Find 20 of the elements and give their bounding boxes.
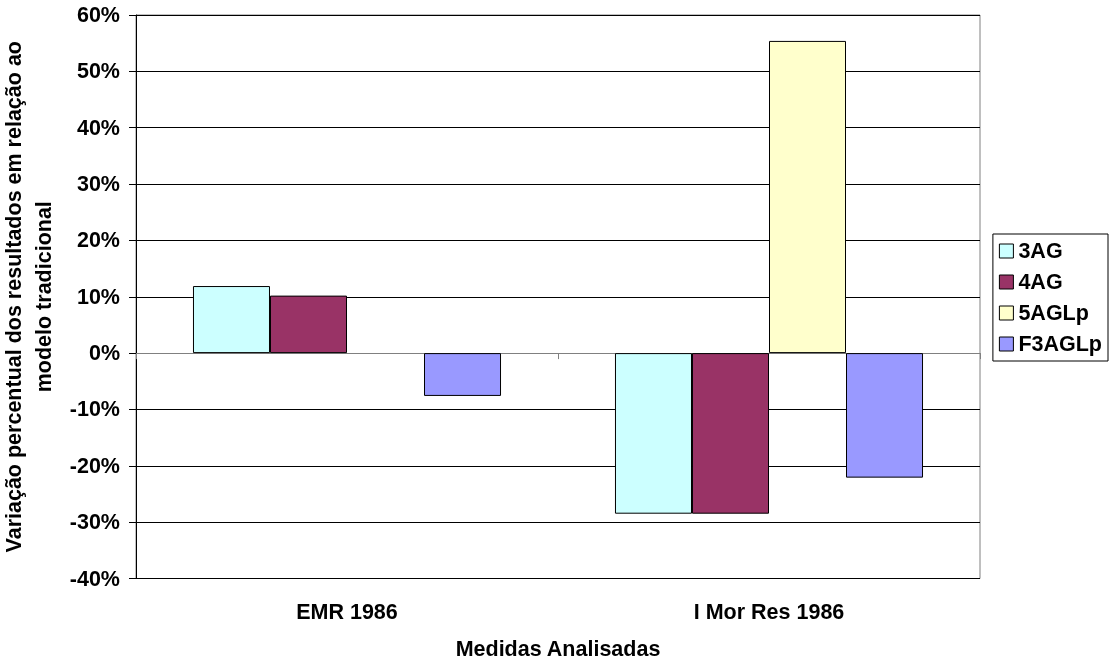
y-tick-label: -40% bbox=[69, 566, 120, 591]
y-axis-title: Variação percentual dos resultados em relação ao modelo tradicional bbox=[1, 41, 56, 553]
y-tick-label: 40% bbox=[76, 115, 120, 140]
y-tick-label: 60% bbox=[76, 3, 120, 27]
x-tick-label: EMR 1986 bbox=[296, 599, 398, 624]
legend-label: 4AG bbox=[1018, 270, 1063, 294]
y-tick-label: 30% bbox=[76, 172, 120, 197]
y-tick-label: 20% bbox=[76, 228, 120, 253]
bar bbox=[424, 353, 502, 396]
legend-label: F3AGLp bbox=[1018, 332, 1102, 356]
y-tick-label: 50% bbox=[76, 59, 120, 84]
y-tick-label: 0% bbox=[88, 341, 120, 366]
legend-label: 3AG bbox=[1018, 239, 1063, 263]
x-axis-title: Medidas Analisadas bbox=[455, 636, 661, 660]
legend-label: 5AGLp bbox=[1018, 301, 1089, 325]
y-tick-label: -10% bbox=[69, 397, 120, 422]
y-tick-label: -30% bbox=[69, 510, 120, 535]
y-tick-label: 10% bbox=[76, 284, 120, 309]
x-tick-label: I Mor Res 1986 bbox=[693, 599, 845, 624]
y-tick-label: -20% bbox=[69, 453, 120, 478]
